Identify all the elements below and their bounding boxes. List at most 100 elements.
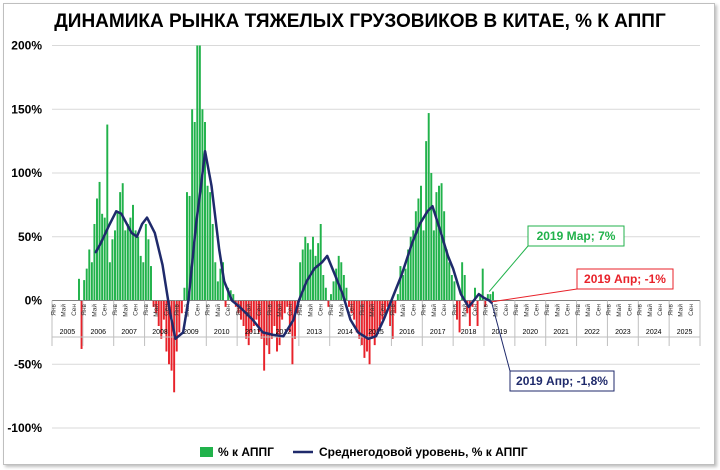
annotation-leader: [491, 288, 578, 303]
bar: [304, 236, 307, 301]
bar: [90, 262, 93, 301]
year-tick-label: 2020: [522, 329, 538, 336]
annotation-box: [527, 225, 625, 247]
bar: [340, 262, 343, 301]
bar: [453, 281, 456, 301]
bar: [108, 262, 111, 301]
bar: [273, 300, 276, 326]
bar: [409, 236, 412, 301]
month-tick-label: Янв: [637, 303, 644, 315]
month-tick-label: Май: [615, 304, 623, 317]
bar: [355, 300, 358, 333]
month-tick-label: Янв: [50, 303, 57, 315]
month-tick-label: Май: [522, 304, 530, 317]
bar: [371, 300, 374, 339]
month-tick-label: Май: [245, 304, 253, 317]
year-tick-label: 2015: [368, 329, 384, 336]
bar: [88, 249, 91, 301]
bar: [83, 280, 86, 301]
bar: [435, 192, 438, 301]
month-tick-label: Сен: [472, 304, 479, 316]
bar: [430, 173, 433, 301]
month-tick-label: Янв: [81, 303, 88, 315]
bar: [363, 300, 366, 358]
bar: [201, 109, 204, 301]
bar: [330, 294, 332, 301]
month-tick-label: Май: [584, 304, 592, 317]
year-tick-label: 2025: [677, 329, 693, 336]
bar: [188, 195, 191, 301]
month-tick-label: Сен: [503, 304, 510, 316]
month-tick-label: Май: [152, 304, 160, 317]
annotation-label: 2019 Мар; 7%: [537, 229, 616, 243]
month-tick-label: Май: [492, 304, 500, 317]
bar: [445, 249, 448, 301]
bar: [391, 300, 394, 339]
bar-series: [78, 45, 497, 393]
line-series: [94, 150, 493, 341]
bar: [427, 113, 430, 301]
month-tick-label: Янв: [421, 303, 428, 315]
month-tick-label: Май: [276, 304, 284, 317]
month-tick-label: Сен: [349, 304, 356, 316]
month-tick-label: Май: [461, 304, 469, 317]
bar: [252, 300, 255, 326]
bar: [255, 300, 258, 320]
year-tick-label: 2014: [337, 329, 353, 336]
bar: [283, 300, 286, 314]
year-tick-label: 2023: [615, 329, 631, 336]
month-tick-label: Янв: [575, 303, 582, 315]
bar: [412, 230, 415, 301]
month-tick-label: Сен: [318, 304, 325, 316]
month-tick-label: Май: [553, 304, 561, 317]
year-tick-label: 2022: [584, 329, 600, 336]
month-tick-label: Сен: [534, 304, 541, 316]
month-tick-label: Янв: [143, 303, 150, 315]
bar: [162, 300, 165, 320]
bar: [85, 268, 88, 301]
bar: [170, 300, 173, 371]
month-tick-label: Янв: [174, 303, 181, 315]
bar: [168, 300, 170, 365]
y-tick-label: 100%: [11, 166, 42, 180]
chart-title: ДИНАМИКА РЫНКА ТЯЖЕЛЫХ ГРУЗОВИКОВ В КИТА…: [54, 11, 666, 32]
bar: [129, 217, 132, 301]
month-tick-label: Янв: [451, 303, 458, 315]
bar: [137, 236, 140, 301]
bar: [479, 294, 482, 301]
month-tick-label: Май: [60, 304, 68, 317]
bar: [337, 255, 340, 301]
month-tick-label: Янв: [606, 303, 613, 315]
month-tick-label: Сен: [225, 304, 232, 316]
bar: [476, 300, 479, 326]
bar: [160, 300, 163, 339]
month-tick-label: Янв: [513, 303, 520, 315]
bar: [250, 300, 253, 333]
month-tick-label: Янв: [205, 303, 212, 315]
annotation-leader: [491, 302, 511, 372]
bar: [224, 300, 227, 307]
bar: [486, 294, 489, 301]
bar: [142, 262, 145, 301]
bar: [386, 300, 389, 307]
bar: [216, 281, 219, 301]
bar: [438, 185, 440, 301]
bar: [116, 211, 119, 301]
month-tick-label: Сен: [688, 304, 695, 316]
y-tick-label: 50%: [18, 230, 42, 244]
month-tick-label: Сен: [163, 304, 170, 316]
bar: [178, 300, 181, 333]
bar: [119, 192, 122, 301]
bar: [114, 230, 116, 301]
bar: [157, 300, 160, 326]
bar: [332, 281, 335, 301]
bar: [468, 300, 471, 326]
month-tick-label: Сен: [256, 304, 263, 316]
bar: [180, 300, 183, 314]
bar: [144, 224, 147, 301]
bar: [389, 300, 392, 326]
bar: [147, 239, 150, 301]
month-tick-label: Янв: [544, 303, 551, 315]
month-tick-label: Май: [306, 304, 314, 317]
bar: [278, 300, 281, 346]
